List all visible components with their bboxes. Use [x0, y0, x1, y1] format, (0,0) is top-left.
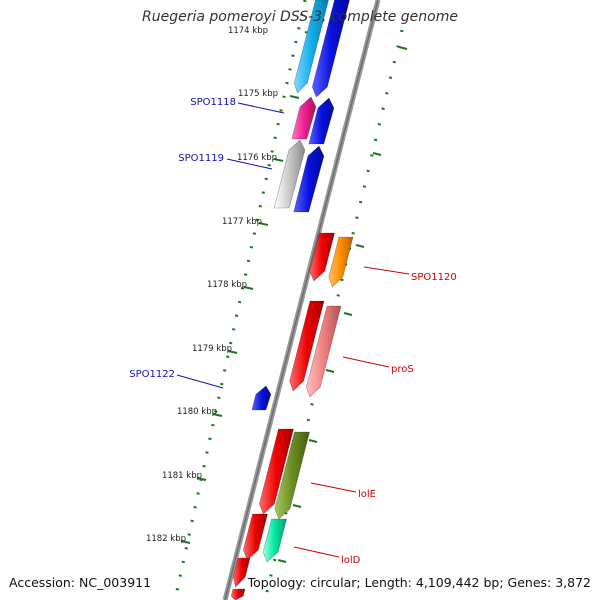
cog-feature-7 — [328, 236, 354, 288]
cog-feature-14 — [262, 518, 287, 563]
cds-feature-5 — [293, 145, 325, 213]
scale-tick — [212, 413, 223, 417]
scale-label: 1182 kbp — [146, 534, 186, 544]
scale-tick — [196, 477, 207, 481]
outer-major-tick — [398, 46, 408, 50]
scale-tick — [243, 286, 254, 290]
map-title: Ruegeria pomeroyi DSS-3, complete genome — [142, 9, 458, 25]
outer-major-tick — [372, 152, 382, 156]
scale-label: 1176 kbp — [237, 153, 277, 163]
cds-feature-8 — [289, 300, 325, 392]
cds-feature-3 — [308, 97, 335, 145]
cog-feature-12 — [274, 431, 310, 520]
cog-feature-2 — [291, 96, 317, 140]
gene-leader-line — [237, 102, 285, 114]
cog-feature-4 — [273, 139, 306, 209]
cds-feature-10 — [251, 385, 272, 411]
gene-label-lold[interactable]: lolD — [341, 555, 361, 566]
outer-major-tick — [308, 439, 318, 443]
scale-labels: 1174 kbp 1175 kbp 1176 kbp 1177 kbp 1178 kbp… — [146, 26, 278, 544]
gene-leader-line — [176, 374, 224, 389]
cog-feature-9 — [305, 305, 342, 398]
scale-label: 1180 kbp — [177, 407, 217, 417]
scale-label: 1179 kbp — [192, 344, 232, 354]
accession-text: Accession: NC_003911 — [9, 575, 152, 590]
cds-feature-15 — [232, 557, 251, 588]
gene-label-spo1122[interactable]: SPO1122 — [129, 369, 175, 380]
gene-leader-line — [363, 266, 410, 275]
gene-leader-line — [293, 546, 340, 558]
scale-tick — [227, 350, 238, 354]
scale-label: 1178 kbp — [207, 280, 247, 290]
scale-label: 1177 kbp — [222, 217, 262, 227]
gene-label-spo1118[interactable]: SPO1118 — [190, 97, 236, 108]
gene-leader-line — [310, 482, 357, 493]
scale-tick — [258, 222, 269, 226]
cog-feature-0 — [293, 0, 329, 94]
gene-leader-line — [226, 158, 273, 170]
scale-label: 1175 kbp — [238, 89, 278, 99]
gene-label-spo1119[interactable]: SPO1119 — [178, 153, 224, 164]
outer-major-tick — [277, 559, 287, 563]
cds-feature-1 — [311, 0, 350, 98]
gene-label-spo1120[interactable]: SPO1120 — [411, 272, 457, 283]
scale-tick — [180, 540, 191, 544]
outer-major-tick — [355, 244, 365, 248]
topology-text: Topology: circular; Length: 4,109,442 bp… — [247, 575, 591, 590]
outer-major-tick — [343, 312, 353, 316]
scale-label: 1174 kbp — [228, 26, 268, 36]
gene-leader-line — [342, 356, 390, 368]
outer-tick-ring — [263, 29, 404, 600]
scale-label: 1181 kbp — [162, 471, 202, 481]
outer-major-tick — [325, 369, 335, 373]
outer-major-tick — [292, 504, 302, 508]
scale-tick — [273, 158, 284, 162]
gene-label-pros[interactable]: proS — [391, 364, 414, 375]
cds-feature-11 — [259, 428, 294, 515]
gene-label-lole[interactable]: lolE — [358, 489, 376, 500]
cds-feature-6 — [309, 232, 335, 282]
cds-feature-13 — [242, 513, 268, 561]
gene-features — [230, 0, 354, 600]
cds-feature-16 — [230, 588, 246, 600]
scale-tick — [289, 95, 300, 99]
gene-labels: SPO1118 SPO1119 SPO1120 proS SPO1122 lolE lolD — [129, 97, 456, 566]
scale-ticks — [180, 31, 408, 563]
